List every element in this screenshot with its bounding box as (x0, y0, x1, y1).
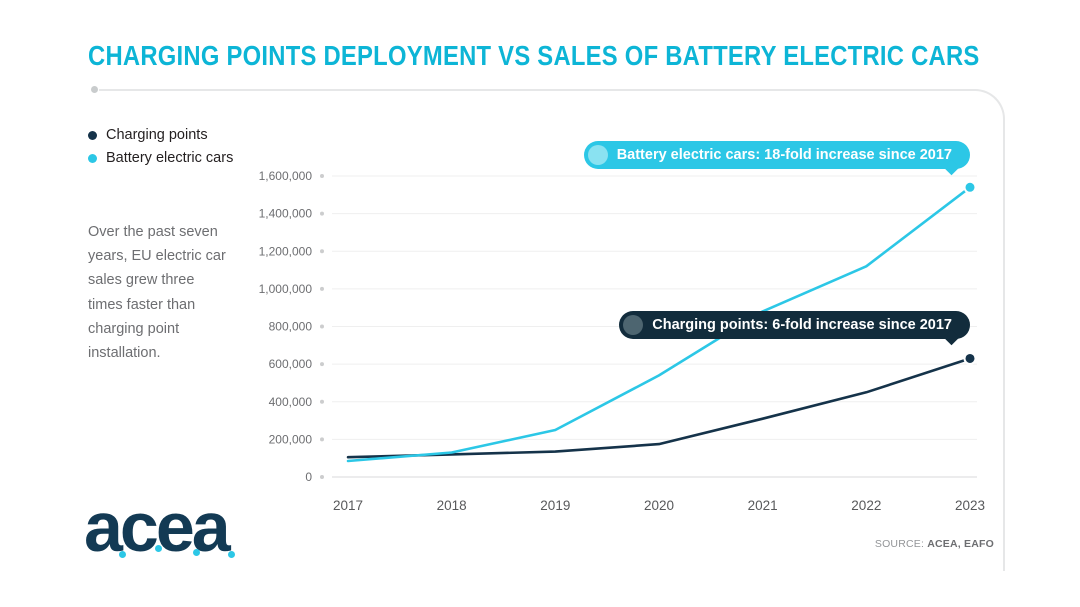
y-tick-label: 200,000 (269, 432, 313, 446)
series-line-charging-points (346, 357, 972, 459)
x-tick-label: 2022 (851, 498, 881, 513)
endpoint-marker-battery-electric-cars (963, 180, 977, 194)
y-tick-label: 0 (305, 470, 312, 484)
logo-accent-dot (155, 545, 162, 552)
charging-points-dot (88, 130, 97, 140)
y-tick-label: 1,600,000 (259, 169, 313, 183)
y-tick-dot (320, 249, 324, 254)
logo-accent-dot (119, 551, 126, 558)
x-tick-label: 2023 (955, 498, 985, 513)
charging-annotation-text: Charging points: 6-fold increase since 2… (652, 317, 952, 333)
y-tick-label: 400,000 (269, 395, 313, 409)
frame-start-dot (91, 86, 98, 93)
source-label: SOURCE: (874, 537, 925, 550)
logo-accent-dot (228, 551, 235, 558)
y-tick-dot (320, 211, 324, 216)
y-tick-dot (320, 362, 324, 367)
y-tick-dot (320, 174, 324, 178)
y-tick-label: 1,400,000 (259, 207, 313, 221)
series-line-battery-electric-cars (346, 185, 972, 463)
chart-description: Over the past seven years, EU electric c… (88, 223, 226, 362)
y-tick-dot (320, 286, 324, 291)
y-tick-label: 1,000,000 (259, 282, 313, 296)
legend-item-charging-points: Charging points (88, 127, 233, 143)
line-chart: 0 200,000 400,000 600,000 800,000 1,000,000 1,… (259, 169, 985, 513)
bev-annotation-text: Battery electric cars: 18-fold increase … (616, 147, 952, 163)
endpoint-marker-charging-points (963, 351, 977, 365)
logo-accent-dot (193, 549, 200, 556)
source-value: ACEA, EAFO (927, 537, 994, 550)
legend-label-charging-points: Charging points (106, 127, 208, 143)
x-tick-label: 2020 (644, 498, 674, 513)
y-tick-dot (320, 324, 324, 329)
source-note: SOURCE: ACEA, EAFO (875, 538, 994, 550)
legend-label-battery-electric-cars: Battery electric cars (106, 150, 234, 166)
x-tick-label: 2017 (333, 498, 363, 513)
x-tick-label: 2021 (748, 498, 778, 513)
x-tick-label: 2019 (540, 498, 570, 513)
x-tick-label: 2018 (437, 498, 467, 513)
decorative-frame (99, 89, 1005, 571)
charging-annotation-callout: Charging points: 6-fold increase since 2… (619, 311, 970, 346)
y-tick-dot (320, 399, 324, 404)
legend-item-battery-electric-cars: Battery electric cars (88, 150, 233, 166)
charging-callout-circle-icon (623, 315, 644, 335)
bev-callout-circle-icon (587, 145, 608, 165)
y-tick-dot (320, 437, 324, 442)
y-tick-label: 800,000 (269, 320, 313, 334)
legend: Charging points Battery electric cars (88, 127, 233, 173)
y-tick-label: 1,200,000 (259, 244, 313, 258)
battery-electric-cars-dot (88, 153, 97, 163)
y-tick-dot (320, 475, 324, 479)
bev-annotation-callout: Battery electric cars: 18-fold increase … (583, 141, 970, 176)
page-title: CHARGING POINTS DEPLOYMENT VS SALES OF B… (88, 40, 980, 71)
y-tick-label: 600,000 (269, 357, 313, 371)
